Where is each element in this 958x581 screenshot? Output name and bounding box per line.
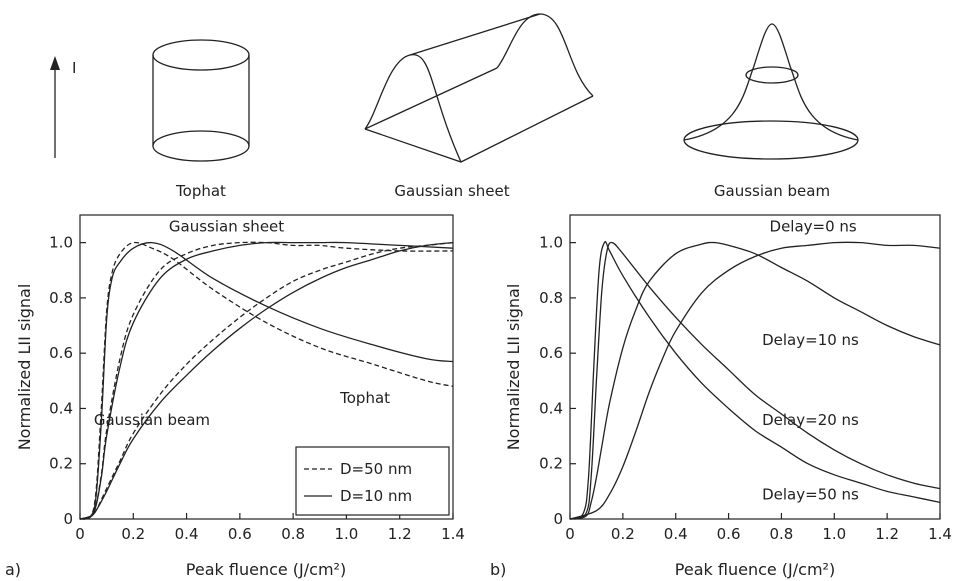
panel-a-ticks: 0 0.2 0.4 0.6 0.8 1.0 1.2 1.4 0 0.2 0.4 0.6 0.8 1.0 xyxy=(49,234,465,543)
beam-profile xyxy=(683,23,859,141)
x-tick-label: 1.2 xyxy=(388,525,412,543)
intensity-arrow: I xyxy=(50,56,76,158)
y-tick-label: 0.2 xyxy=(49,455,73,473)
y-tick-label: 1.0 xyxy=(49,234,73,252)
y-tick-label: 0.8 xyxy=(539,289,563,307)
tophat-cylinder: Tophat xyxy=(152,39,250,200)
gaussian-sheet-label: Gaussian sheet xyxy=(394,182,509,200)
series-line-a-5 xyxy=(79,241,454,520)
curve-annotation: Gaussian beam xyxy=(94,411,210,429)
series-line-a-2 xyxy=(79,241,454,520)
x-tick-label: 0.6 xyxy=(228,525,252,543)
beam-base-ellipse xyxy=(683,120,859,160)
panel-b-ylabel: Normalized LII signal xyxy=(504,284,523,451)
legend-entry-d10: D=10 nm xyxy=(340,487,412,505)
series-line-b-3 xyxy=(569,241,941,520)
series-line-b-0 xyxy=(569,241,941,520)
panel-b-frame xyxy=(569,214,941,520)
x-tick-label: 0.6 xyxy=(717,525,741,543)
panel-a-xlabel: Peak fluence (J/cm²) xyxy=(186,560,346,579)
gaussian-sheet-shape: Gaussian sheet xyxy=(364,13,594,200)
y-tick-label: 0.2 xyxy=(539,455,563,473)
x-tick-label: 0.4 xyxy=(664,525,688,543)
y-tick-label: 0 xyxy=(553,510,563,528)
panel-b: 0 0.2 0.4 0.6 0.8 1.0 1.2 1.4 0 0.2 0.4 0.6 0.8 1.0 D… xyxy=(490,214,952,579)
y-tick-label: 0.4 xyxy=(539,399,563,417)
x-tick-label: 1.4 xyxy=(928,525,952,543)
legend-entry-d50: D=50 nm xyxy=(340,460,412,478)
panel-a: 0 0.2 0.4 0.6 0.8 1.0 1.2 1.4 0 0.2 0.4 0.6 0.8 1.0 G… xyxy=(5,214,465,579)
x-tick-label: 1.4 xyxy=(441,525,465,543)
series-line-b-1 xyxy=(569,241,941,520)
panel-a-label: a) xyxy=(5,560,21,579)
gaussian-beam-shape: Gaussian beam xyxy=(683,23,859,200)
tophat-bottom-ellipse xyxy=(152,130,250,162)
series-line-a-3 xyxy=(79,241,454,520)
tophat-label: Tophat xyxy=(175,182,226,200)
curve-annotation: Tophat xyxy=(339,389,390,407)
panel-b-curves xyxy=(569,241,941,520)
sheet-back-profile xyxy=(496,13,594,97)
legend-box xyxy=(295,446,450,516)
y-tick-label: 0.6 xyxy=(539,344,563,362)
curve-annotation: Delay=0 ns xyxy=(770,218,857,236)
x-tick-label: 0 xyxy=(565,525,575,543)
panel-a-legend: D=50 nm D=10 nm xyxy=(295,446,450,516)
x-tick-label: 0 xyxy=(75,525,85,543)
curve-annotation: Delay=50 ns xyxy=(762,486,859,504)
panel-a-frame xyxy=(79,214,454,520)
beam-waist-ellipse xyxy=(745,66,799,84)
panel-a-curves xyxy=(79,241,454,520)
sheet-base-front xyxy=(364,95,594,163)
panel-b-annotations: Delay=0 ns Delay=10 ns Delay=20 ns Delay=50… xyxy=(762,218,859,504)
x-tick-label: 1.2 xyxy=(875,525,899,543)
y-tick-label: 0 xyxy=(63,510,73,528)
intensity-label: I xyxy=(72,59,76,77)
y-tick-label: 1.0 xyxy=(539,234,563,252)
panel-b-xlabel: Peak fluence (J/cm²) xyxy=(675,560,835,579)
x-tick-label: 0.8 xyxy=(769,525,793,543)
y-tick-label: 0.4 xyxy=(49,399,73,417)
x-tick-label: 0.2 xyxy=(121,525,145,543)
gaussian-beam-label: Gaussian beam xyxy=(714,182,830,200)
panel-a-ylabel: Normalized LII signal xyxy=(15,284,34,451)
sheet-ridge-line xyxy=(409,13,541,56)
series-line-a-4 xyxy=(79,241,454,520)
y-tick-label: 0.8 xyxy=(49,289,73,307)
curve-annotation: Delay=10 ns xyxy=(762,331,859,349)
series-line-b-2 xyxy=(569,241,941,520)
sheet-base-left xyxy=(364,67,498,130)
x-tick-label: 1.0 xyxy=(334,525,358,543)
series-line-a-1 xyxy=(79,241,454,520)
y-tick-label: 0.6 xyxy=(49,344,73,362)
panel-b-label: b) xyxy=(490,560,506,579)
x-tick-label: 1.0 xyxy=(822,525,846,543)
x-tick-label: 0.2 xyxy=(611,525,635,543)
x-tick-label: 0.8 xyxy=(281,525,305,543)
curve-annotation: Gaussian sheet xyxy=(169,218,284,236)
panel-b-ticks: 0 0.2 0.4 0.6 0.8 1.0 1.2 1.4 0 0.2 0.4 0.6 0.8 1.0 xyxy=(539,234,952,543)
tophat-top-ellipse xyxy=(152,39,250,71)
intensity-arrowhead xyxy=(50,56,60,70)
x-tick-label: 0.4 xyxy=(175,525,199,543)
curve-annotation: Delay=20 ns xyxy=(762,411,859,429)
panel-a-annotations: Gaussian sheet Tophat Gaussian beam xyxy=(94,218,390,429)
